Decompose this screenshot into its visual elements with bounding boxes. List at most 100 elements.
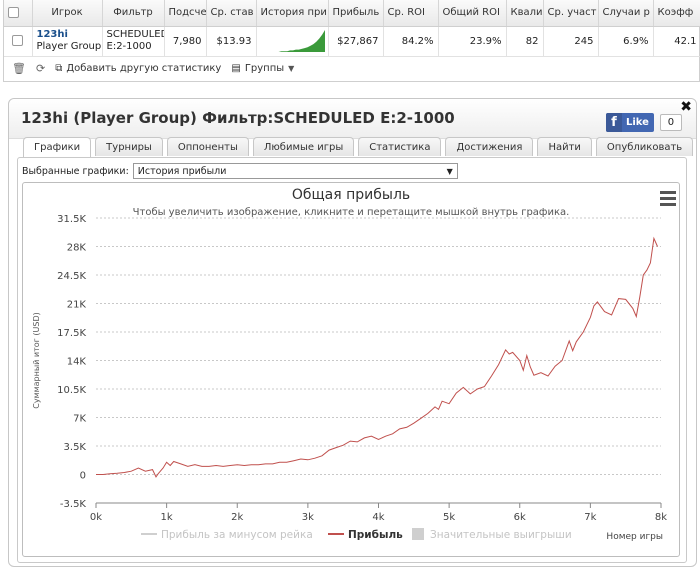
col-header-count[interactable]: Подсчет xyxy=(164,0,207,27)
tab-charts[interactable]: Графики xyxy=(23,137,92,157)
count-cell: 7,980 xyxy=(164,26,207,57)
chart-select-value: История прибыли xyxy=(137,165,227,177)
chart-select-label: Выбранные графики: xyxy=(22,165,129,177)
y-tick-label: 14K xyxy=(67,357,87,368)
legend-label: Прибыль xyxy=(348,529,403,541)
x-axis-label: Номер игры xyxy=(606,532,663,542)
y-tick-label: 28K xyxy=(67,243,87,254)
groups-dropdown[interactable]: ▤ Группы ▼ xyxy=(231,63,294,74)
add-stats-button[interactable]: ⧉ Добавить другую статистику xyxy=(55,63,221,74)
row-checkbox-cell[interactable] xyxy=(4,26,33,57)
facebook-icon: f xyxy=(606,113,622,132)
x-tick-label: 3k xyxy=(302,512,314,523)
chart-select-dropdown[interactable]: История прибыли ▼ xyxy=(132,163,458,179)
tab-achievements[interactable]: Достижения xyxy=(445,137,534,156)
coef-cell: 42.1 xyxy=(653,26,700,57)
x-tick-label: 7k xyxy=(584,512,596,523)
close-icon[interactable]: ✖ xyxy=(680,99,692,115)
facebook-like-widget: f Like 0 xyxy=(606,113,682,132)
filter-line-1: SCHEDULED xyxy=(106,29,164,40)
dropdown-arrow-icon: ▼ xyxy=(446,166,453,176)
legend-item-net-profit[interactable]: Прибыль за минусом рейка xyxy=(141,529,313,541)
charts-tab-body: Выбранные графики: История прибыли ▼ Общ… xyxy=(17,157,687,563)
tab-statistics[interactable]: Статистика xyxy=(358,137,442,156)
col-header-profit[interactable]: Прибыль xyxy=(328,0,384,27)
y-axis-label: Суммарный итог (USD) xyxy=(32,312,41,409)
y-tick-label: -3.5K xyxy=(60,499,87,510)
col-header-qualified[interactable]: Квалиф xyxy=(506,0,544,27)
col-header-coef[interactable]: Коэфф xyxy=(653,0,700,27)
tab-find[interactable]: Найти xyxy=(537,137,592,156)
filter-line-2: E:2-1000 xyxy=(106,41,152,52)
sparkline-area xyxy=(260,29,325,52)
refresh-icon[interactable]: ⟳ xyxy=(35,62,46,75)
copy-icon: ⧉ xyxy=(55,63,63,74)
select-all-checkbox-cell[interactable] xyxy=(4,0,33,27)
y-tick-label: 10.5K xyxy=(57,385,86,396)
player-name-link[interactable]: 123hi xyxy=(36,29,68,40)
dialog-tabs: Графики Турниры Оппоненты Любимые игры С… xyxy=(23,137,694,157)
profit-cell: $27,867 xyxy=(328,26,384,57)
legend-item-profit[interactable]: Прибыль xyxy=(328,529,403,541)
y-tick-label: 7K xyxy=(73,414,86,425)
col-header-total-roi[interactable]: Общий ROI xyxy=(438,0,507,27)
tab-opponents[interactable]: Оппоненты xyxy=(166,137,249,156)
tab-tournaments[interactable]: Турниры xyxy=(95,137,163,156)
y-tick-label: 3.5K xyxy=(64,442,87,453)
trash-icon[interactable]: 🗑 xyxy=(12,62,26,75)
y-tick-label: 24.5K xyxy=(57,271,86,282)
x-tick-label: 4k xyxy=(372,512,384,523)
dialog-header: 123hi (Player Group) Фильтр:SCHEDULED E:… xyxy=(9,99,696,157)
chart-select-row: Выбранные графики: История прибыли ▼ xyxy=(22,163,458,179)
y-tick-label: 0 xyxy=(80,471,86,482)
row-checkbox[interactable] xyxy=(12,35,24,47)
col-header-filter[interactable]: Фильтр xyxy=(102,0,165,27)
select-all-checkbox[interactable] xyxy=(8,7,19,18)
qualified-cell: 82 xyxy=(506,26,544,57)
legend-label: Прибыль за минусом рейка xyxy=(161,529,313,541)
y-tick-label: 31.5K xyxy=(57,214,86,225)
avg-roi-cell: 84.2% xyxy=(383,26,439,57)
facebook-like-count: 0 xyxy=(659,114,682,131)
col-header-history[interactable]: История при xyxy=(256,0,329,27)
filter-cell: SCHEDULED E:2-1000 xyxy=(102,26,165,57)
stats-panel: Игрок Фильтр Подсчет Ср. став История пр… xyxy=(3,0,700,82)
player-dialog: 123hi (Player Group) Фильтр:SCHEDULED E:… xyxy=(8,98,697,567)
x-tick-label: 1k xyxy=(161,512,173,523)
stats-toolbar: 🗑 ⟳ ⧉ Добавить другую статистику ▤ Групп… xyxy=(4,57,699,81)
col-header-avg-roi[interactable]: Ср. ROI xyxy=(383,0,439,27)
player-cell[interactable]: 123hi Player Group xyxy=(32,26,103,57)
x-tick-label: 5k xyxy=(443,512,455,523)
chart-title: Общая прибыль xyxy=(291,187,411,203)
x-tick-label: 0k xyxy=(90,512,102,523)
facebook-like-button[interactable]: f Like xyxy=(606,113,654,132)
series-line-profit xyxy=(96,236,658,478)
col-header-avg-stake[interactable]: Ср. став xyxy=(206,0,257,27)
chart-menu-icon[interactable] xyxy=(660,191,676,209)
col-header-player[interactable]: Игрок xyxy=(32,0,103,27)
col-header-cases[interactable]: Случаи р xyxy=(598,0,654,27)
x-tick-label: 8k xyxy=(655,512,667,523)
groups-label: Группы xyxy=(244,63,285,74)
table-row[interactable]: 123hi Player Group SCHEDULED E:2-1000 7,… xyxy=(4,26,700,57)
chart-container[interactable]: Общая прибыль Чтобы увеличить изображени… xyxy=(22,182,680,557)
y-tick-label: 21K xyxy=(67,300,87,311)
chart-subtitle: Чтобы увеличить изображение, кликните и … xyxy=(132,207,570,218)
avg-stake-cell: $13.93 xyxy=(206,26,257,57)
col-header-avg-entries[interactable]: Ср. участ xyxy=(543,0,599,27)
history-sparkline-cell[interactable] xyxy=(256,26,329,57)
chevron-down-icon: ▼ xyxy=(288,64,295,73)
tab-favorite-games[interactable]: Любимые игры xyxy=(252,137,355,156)
x-tick-label: 2k xyxy=(231,512,243,523)
profit-sparkline[interactable] xyxy=(260,28,325,52)
player-group-label: Player Group xyxy=(36,41,102,52)
y-tick-label: 17.5K xyxy=(57,328,86,339)
legend-item-big-wins[interactable]: Значительные выигрыши xyxy=(412,528,572,541)
avg-entries-cell: 245 xyxy=(543,26,599,57)
x-tick-label: 6k xyxy=(514,512,526,523)
facebook-like-label: Like xyxy=(626,117,649,128)
cases-cell: 6.9% xyxy=(598,26,654,57)
profit-chart[interactable]: -3.5K 0 3.5K 7K 10.5K 14K 17.5K 21K 24.5K 28K 31.5… xyxy=(23,183,679,556)
total-roi-cell: 23.9% xyxy=(438,26,507,57)
tab-publish[interactable]: Опубликовать xyxy=(595,137,694,156)
